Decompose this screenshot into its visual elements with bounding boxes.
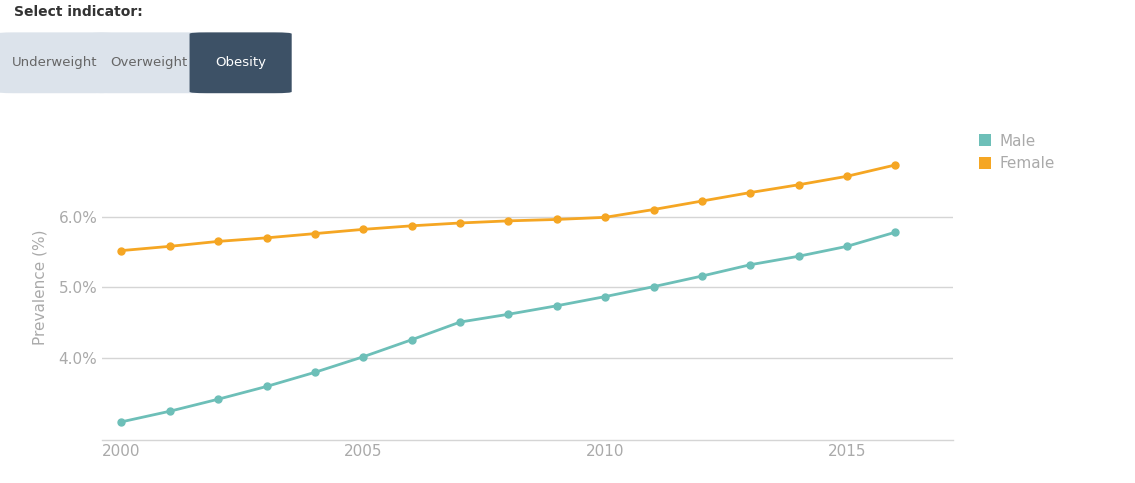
FancyBboxPatch shape xyxy=(0,32,112,93)
Text: Select indicator:: Select indicator: xyxy=(14,5,142,19)
Text: Underweight: Underweight xyxy=(11,57,98,69)
FancyBboxPatch shape xyxy=(190,32,292,93)
Text: Obesity: Obesity xyxy=(216,57,266,69)
Text: Overweight: Overweight xyxy=(110,57,187,69)
Legend: Male, Female: Male, Female xyxy=(978,134,1054,171)
Y-axis label: Prevalence (%): Prevalence (%) xyxy=(32,229,48,345)
FancyBboxPatch shape xyxy=(91,32,207,93)
